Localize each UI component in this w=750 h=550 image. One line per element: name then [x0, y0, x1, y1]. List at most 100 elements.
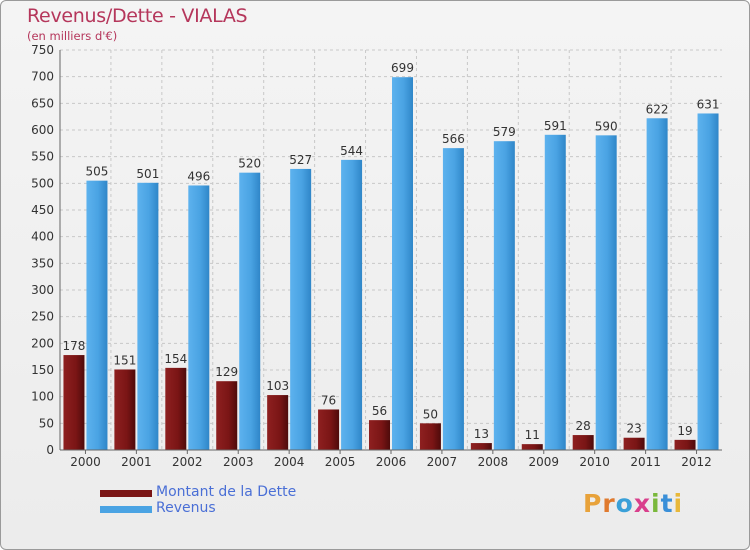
data-label-revenue: 631: [697, 97, 720, 111]
y-tick-label: 200: [31, 336, 54, 350]
data-label-revenue: 566: [442, 132, 465, 146]
x-tick-label: 2001: [121, 455, 152, 469]
bar-revenue: [86, 180, 108, 450]
data-label-revenue: 579: [493, 125, 516, 139]
bar-debt: [419, 423, 441, 450]
x-tick-label: 2008: [478, 455, 509, 469]
data-label-revenue: 590: [595, 119, 618, 133]
y-tick-label: 600: [31, 123, 54, 137]
data-label-debt: 56: [372, 404, 387, 418]
y-tick-label: 250: [31, 310, 54, 324]
bar-debt: [521, 444, 543, 450]
x-tick-label: 2004: [274, 455, 305, 469]
bar-debt: [63, 355, 85, 450]
x-tick-label: 2000: [70, 455, 101, 469]
bar-debt: [267, 395, 289, 450]
data-label-debt: 154: [164, 352, 187, 366]
y-tick-label: 500: [31, 176, 54, 190]
y-tick-label: 50: [39, 416, 54, 430]
x-tick-label: 2010: [579, 455, 610, 469]
data-label-revenue: 501: [136, 167, 159, 181]
y-tick-label: 150: [31, 363, 54, 377]
grid-lines: [60, 49, 722, 451]
y-tick-label: 100: [31, 390, 54, 404]
data-label-revenue: 505: [86, 165, 109, 179]
bar-revenue: [595, 135, 617, 451]
x-tick-label: 2011: [630, 455, 661, 469]
data-label-debt: 178: [63, 339, 86, 353]
bar-debt: [470, 443, 492, 450]
data-label-revenue: 544: [340, 144, 363, 158]
data-label-debt: 11: [525, 428, 540, 442]
bar-revenue: [697, 113, 719, 450]
bar-revenue: [290, 168, 312, 450]
x-tick-label: 2007: [427, 455, 458, 469]
bar-debt: [318, 409, 340, 450]
bar-revenue: [392, 77, 413, 450]
bar-debt: [572, 435, 594, 450]
data-label-revenue: 520: [238, 157, 261, 171]
data-label-revenue: 591: [544, 119, 567, 133]
data-labels: 505 178 501 151 496 154 520 129 527 103 544 76 699 56…: [63, 61, 720, 442]
logo-letter: i: [651, 489, 661, 518]
bar-revenue: [493, 141, 515, 450]
chart-subtitle: (en milliers d'€): [27, 29, 118, 43]
data-label-debt: 129: [215, 365, 238, 379]
x-tick-label: 2005: [325, 455, 356, 469]
y-tick-label: 300: [31, 283, 54, 297]
y-tick-label: 400: [31, 230, 54, 244]
y-tick-label: 700: [31, 70, 54, 84]
logo-letter: i: [673, 489, 684, 518]
bar-debt: [216, 381, 238, 450]
data-label-debt: 151: [113, 353, 136, 367]
y-tick-label: 450: [31, 203, 54, 217]
logo-letter: P: [583, 489, 603, 518]
data-label-revenue: 496: [187, 169, 210, 183]
logo-letter: x: [633, 489, 651, 518]
bars: [63, 77, 719, 451]
bar-debt: [114, 369, 136, 450]
bar-revenue: [137, 182, 159, 451]
data-label-revenue: 527: [289, 153, 312, 167]
bar-revenue: [188, 185, 210, 450]
bar-debt: [674, 439, 696, 450]
bar-revenue: [544, 134, 566, 451]
y-tick-label: 550: [31, 150, 54, 164]
x-tick-label: 2006: [376, 455, 407, 469]
data-label-revenue: 622: [646, 102, 669, 116]
legend-label-debt: Montant de la Dette: [156, 484, 297, 500]
x-tick-label: 2002: [172, 455, 203, 469]
y-tick-label: 350: [31, 256, 54, 270]
data-label-debt: 28: [576, 419, 591, 433]
bar-debt: [623, 437, 645, 450]
bar-debt: [369, 420, 390, 450]
bar-revenue: [442, 148, 464, 450]
proxiti-logo: Proxiti: [583, 489, 683, 518]
data-label-revenue: 699: [391, 61, 414, 75]
data-label-debt: 23: [626, 422, 641, 436]
legend-swatch-debt: [100, 490, 152, 497]
logo-letter: o: [615, 489, 634, 518]
bar-revenue: [341, 159, 363, 450]
chart-title: Revenus/Dette - VIALAS: [27, 5, 248, 27]
bar-revenue: [239, 172, 261, 450]
logo-letter: t: [660, 489, 674, 518]
y-tick-label: 750: [31, 43, 54, 57]
legend-swatch-revenue: [100, 506, 152, 513]
logo-letter: r: [602, 489, 616, 518]
x-tick-label: 2012: [681, 455, 712, 469]
axes: 0501001502002503003504004505005506006507…: [31, 43, 722, 469]
legend-label-revenue: Revenus: [156, 500, 216, 516]
y-tick-label: 0: [46, 443, 54, 457]
x-tick-label: 2003: [223, 455, 254, 469]
data-label-debt: 76: [321, 393, 336, 407]
bar-debt: [165, 367, 187, 450]
data-label-debt: 103: [266, 379, 289, 393]
data-label-debt: 19: [677, 424, 692, 438]
x-tick-label: 2009: [528, 455, 559, 469]
bar-revenue: [646, 118, 668, 451]
data-label-debt: 50: [423, 407, 438, 421]
y-tick-label: 650: [31, 96, 54, 110]
